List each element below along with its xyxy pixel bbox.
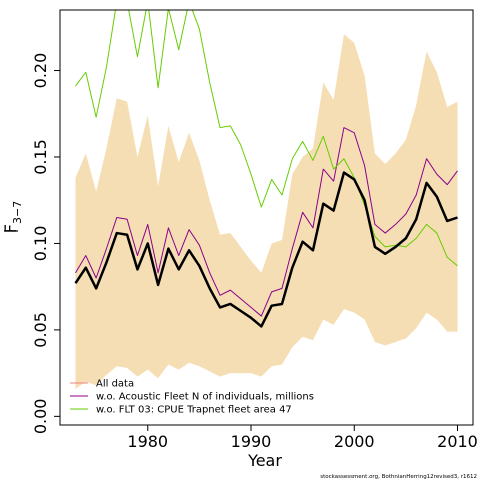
series-layer	[74, 10, 458, 328]
confidence-band	[75, 34, 458, 389]
y-tick-label: 0.20	[31, 53, 50, 89]
x-tick-label: 1980	[127, 432, 168, 451]
x-tick-label: 2000	[334, 432, 375, 451]
y-tick-label: 0.00	[31, 399, 50, 435]
y-tick-label: 0.15	[31, 139, 50, 175]
x-tick-label: 2010	[437, 432, 478, 451]
confidence-band-layer	[75, 34, 458, 389]
y-tick-label: 0.05	[31, 312, 50, 348]
legend-label: All data	[96, 379, 134, 390]
legend: All data w.o. Acoustic Fleet N of individ…	[70, 379, 314, 416]
svg-text:F3−7: F3−7	[1, 201, 24, 233]
y-axis: 0.00 0.05 0.10 0.15 0.20	[31, 53, 60, 434]
x-tick-label: 1990	[231, 432, 272, 451]
series-line-estimate	[74, 171, 458, 328]
x-axis: 1980 1990 2000 2010	[127, 425, 478, 451]
series-line-3	[75, 10, 458, 267]
y-axis-title-main: F	[1, 224, 20, 233]
series-line-2	[75, 127, 458, 317]
legend-label: w.o. FLT 03: CPUE Trapnet fleet area 47	[96, 405, 292, 416]
footer-credit: stockassessment.org, BothnianHerring12re…	[320, 474, 477, 480]
legend-label: w.o. Acoustic Fleet N of individuals, mi…	[96, 392, 314, 403]
plot-frame	[59, 9, 474, 426]
x-axis-title: Year	[247, 451, 282, 470]
y-axis-title-sub: 3−7	[11, 201, 24, 224]
y-axis-title: F3−7	[1, 201, 24, 233]
y-tick-label: 0.10	[31, 226, 50, 262]
